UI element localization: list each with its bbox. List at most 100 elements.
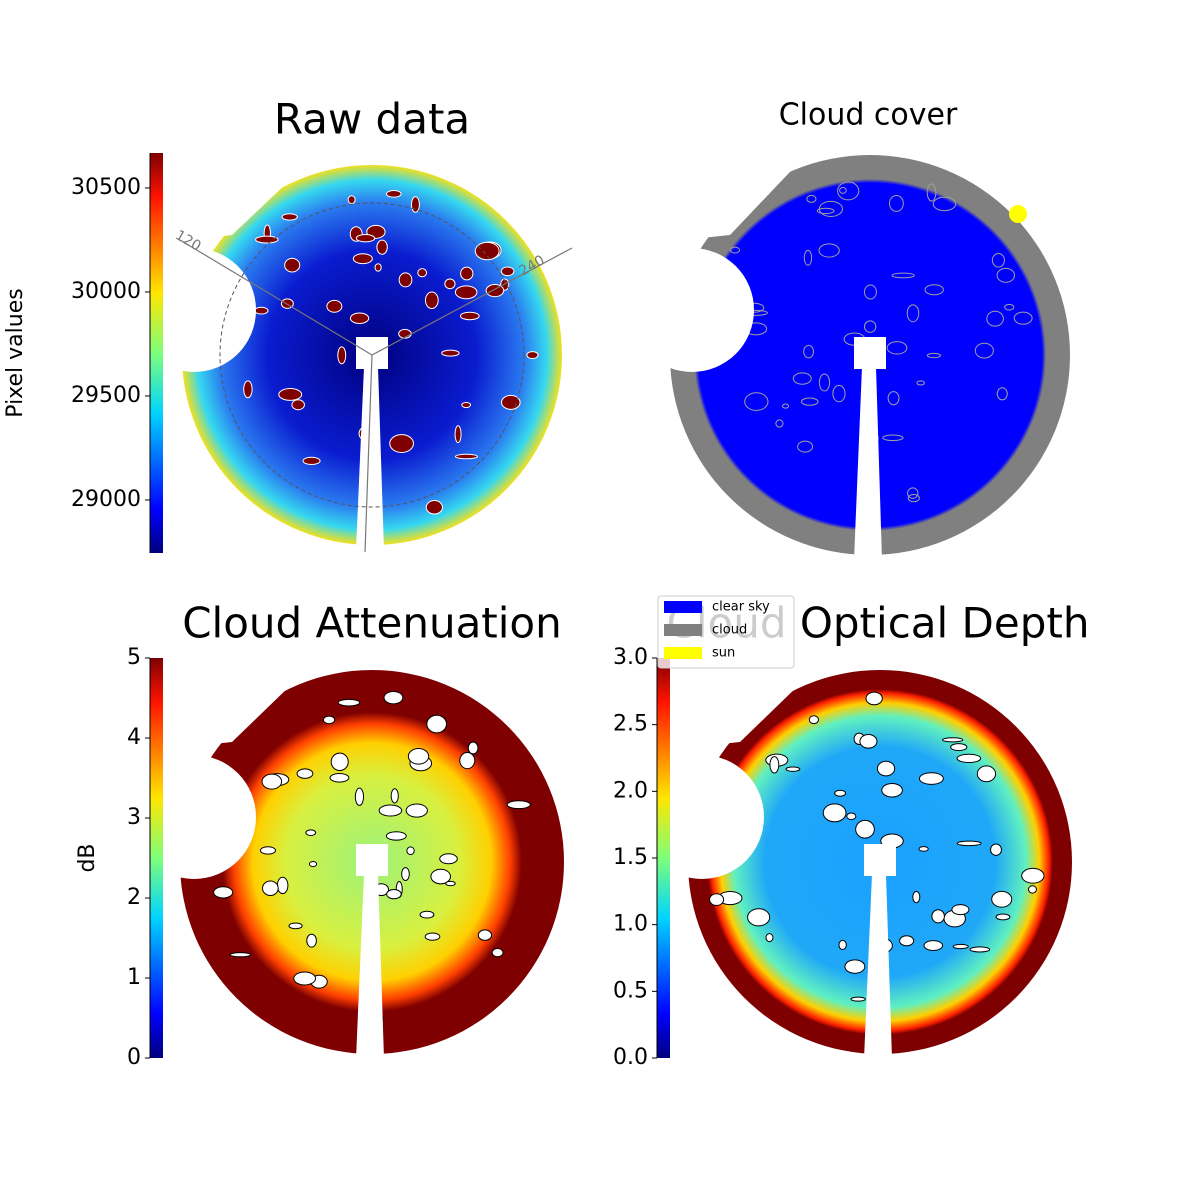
cloud-spot [863,320,877,333]
cloud-spot [461,401,472,409]
cloud-spot [417,268,428,278]
cloud-spot [259,846,276,855]
cloud-spot [383,690,404,705]
cloud-spot [995,913,1011,921]
cloud-spot [923,940,944,951]
cloud-spot [932,196,957,212]
cloud-spot [253,306,269,315]
cloud-spot [950,743,968,752]
cloud-spot [859,733,878,749]
cloud-spot [797,440,814,453]
tick-label: 3 [127,805,141,830]
tick-label: 0 [127,1045,141,1070]
cloud-spot [376,239,388,255]
sun-marker [1009,205,1027,223]
cloud-spot [329,773,350,783]
cloud-spot [439,853,458,865]
cloud-spot [385,190,402,198]
cloud-spot [839,186,847,194]
cloud-spot [952,943,969,950]
cloud-spot [806,194,817,203]
tick-label: 0.5 [613,978,648,1003]
legend-label: cloud [712,623,747,638]
legend-label: clear sky [712,600,770,615]
cloud-spot [425,500,443,515]
colorbar-label: Pixel values [3,288,28,417]
cloud-spot [389,434,414,453]
cloud-spot [834,789,847,797]
cloud-spot [255,235,279,244]
cloud-spot [888,194,904,212]
cloud-spot [337,346,347,365]
cloud-spot [526,351,539,360]
cloud-spot [302,456,321,466]
sky-image [132,145,562,550]
camera-arm [356,874,384,1059]
cloud-spot [818,243,840,258]
cloud-spot [378,804,403,817]
mask [640,755,764,879]
cloud-spot [918,846,929,852]
cloud-spot [444,278,456,290]
cloud-spot [986,310,1004,327]
tick-label: 2.0 [613,778,648,803]
cloud-spot [1004,303,1015,311]
tick-label: 1.5 [613,845,648,870]
cloud-spot [912,890,921,904]
cloud-spot [306,933,317,948]
cloud-spot [477,929,493,941]
tick-label: 2.5 [613,712,648,737]
cloud-spot [261,773,283,790]
cloud-spot [844,959,866,974]
cloud-spot [974,342,994,359]
cloud-spot [405,803,428,818]
cloud-spot [926,352,941,359]
cloud-spot [213,886,234,899]
cloud-spot [876,760,896,777]
cloud-spot [996,267,1016,283]
camera-arm [854,337,886,369]
cloud-spot [305,829,317,837]
cloud-spot [785,766,801,772]
cloud-spot [906,304,920,323]
cloud-spot [426,714,448,734]
colorbar-label: dB [75,843,100,872]
cloud-spot [991,890,1013,908]
cloud-spot [349,312,370,325]
cloud-spot [747,908,771,927]
cloud-spot [326,299,343,313]
cloud-spot [229,952,252,958]
cloud-spot [891,272,915,279]
colorbar [150,658,163,1058]
cloud-spot [278,388,303,401]
legend-swatch [664,601,702,613]
cloud-spot [808,715,819,725]
cloud-spot [976,765,997,783]
cloud-spot [500,266,515,277]
cloud-spot [407,748,430,765]
colorbar [150,153,163,553]
cloud-spot [887,391,900,406]
cloud-spot [881,782,903,798]
cloud-spot [398,272,413,288]
cloud-spot [454,285,478,300]
cloud-spot [352,253,373,265]
sky-image [640,650,1072,1059]
camera-arm [864,844,896,876]
cloud-spot [951,904,970,916]
tick-label: 30000 [71,279,141,304]
cloud-spot [288,922,303,930]
cloud-spot [445,880,456,887]
mask [635,135,825,245]
cloud-spot [459,311,480,321]
cloud-spot [996,387,1008,401]
cloud-spot [424,291,439,310]
tick-label: 1.0 [613,912,648,937]
panel-title: Cloud cover [779,98,958,133]
sky-image [630,135,1070,560]
polar-grid [179,239,373,356]
camera-arm [356,367,384,550]
cloud-spot [837,181,860,201]
cloud-spot [243,380,253,399]
